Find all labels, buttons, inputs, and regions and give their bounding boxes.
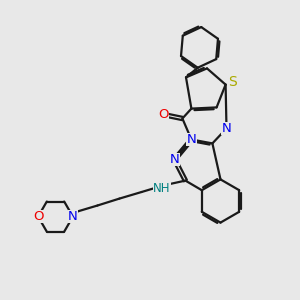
- Text: N: N: [222, 122, 231, 135]
- Text: NH: NH: [153, 182, 171, 195]
- Text: O: O: [158, 108, 169, 121]
- Text: N: N: [170, 153, 179, 166]
- Text: O: O: [33, 210, 44, 223]
- Text: N: N: [187, 133, 196, 146]
- Text: N: N: [68, 210, 78, 223]
- Text: S: S: [228, 75, 237, 89]
